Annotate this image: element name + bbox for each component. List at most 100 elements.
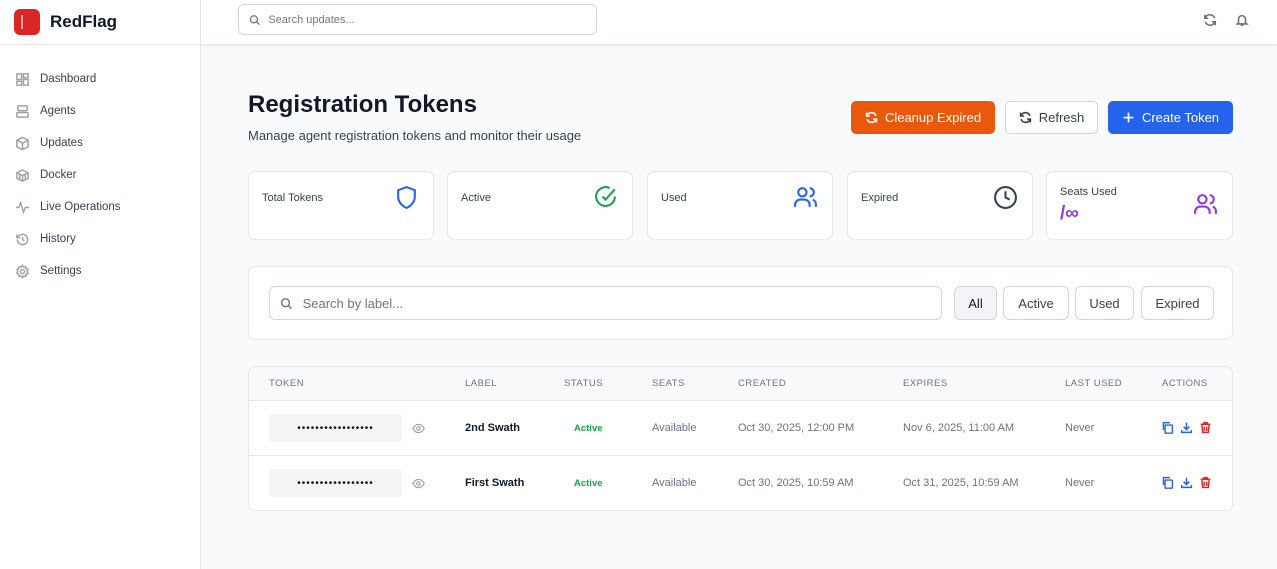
token-value: •••••••••••••••••	[269, 469, 402, 497]
last-used: Never	[1065, 477, 1095, 489]
sidebar-item-history[interactable]: History	[0, 223, 200, 255]
create-token-button[interactable]: Create Token	[1108, 101, 1233, 134]
filter-panel: All Active Used Expired	[248, 266, 1233, 340]
page-title: Registration Tokens	[248, 91, 477, 118]
column-header: ACTIONS	[1162, 378, 1208, 389]
topbar	[201, 0, 1277, 45]
token-label: First Swath	[465, 477, 525, 489]
download-icon[interactable]	[1180, 421, 1193, 434]
table-row: ••••••••••••••••• 2nd Swath Active Avail…	[249, 401, 1232, 456]
sidebar-item-label: Settings	[40, 265, 82, 277]
stat-label: Expired	[861, 192, 899, 204]
sidebar: RedFlag Dashboard Agents Updates Docker …	[0, 0, 201, 569]
shield-icon	[397, 185, 416, 210]
stat-label: Used	[661, 192, 687, 204]
package-icon	[16, 136, 29, 150]
search-label-input[interactable]	[302, 295, 941, 311]
stat-value: /∞	[1060, 203, 1079, 224]
button-label: Cleanup Expired	[884, 110, 982, 125]
refresh-icon[interactable]	[1203, 13, 1217, 27]
filter-used[interactable]: Used	[1075, 286, 1134, 320]
search-updates-input[interactable]	[268, 13, 596, 26]
created-date: Oct 30, 2025, 10:59 AM	[738, 477, 854, 489]
column-header: EXPIRES	[903, 378, 948, 389]
table-row: ••••••••••••••••• First Swath Active Ava…	[249, 456, 1232, 510]
filter-all[interactable]: All	[954, 286, 997, 320]
stat-used: Used	[647, 171, 833, 240]
created-date: Oct 30, 2025, 12:00 PM	[738, 422, 855, 434]
sidebar-item-agents[interactable]: Agents	[0, 95, 200, 127]
users-icon	[794, 187, 817, 207]
sidebar-item-label: Docker	[40, 169, 77, 181]
seats: Available	[652, 477, 697, 489]
last-used: Never	[1065, 422, 1095, 434]
cleanup-expired-button[interactable]: Cleanup Expired	[851, 101, 995, 134]
bell-icon[interactable]	[1235, 13, 1249, 27]
column-header: LAST USED	[1065, 378, 1123, 389]
users-icon	[1194, 194, 1217, 214]
search-icon	[280, 297, 292, 309]
expires-date: Oct 31, 2025, 10:59 AM	[903, 477, 1019, 489]
copy-icon[interactable]	[1161, 421, 1174, 434]
refresh-icon	[865, 111, 878, 124]
eye-icon[interactable]	[412, 422, 425, 435]
trash-icon[interactable]	[1199, 421, 1212, 434]
sidebar-item-label: History	[40, 233, 76, 245]
column-header: CREATED	[738, 378, 787, 389]
refresh-icon	[1019, 111, 1031, 124]
search-icon	[249, 14, 260, 25]
status-badge: Active	[574, 423, 603, 434]
token-label: 2nd Swath	[465, 422, 521, 434]
button-label: Refresh	[1038, 110, 1085, 125]
sidebar-item-label: Agents	[40, 105, 76, 117]
sidebar-item-label: Updates	[40, 137, 83, 149]
expires-date: Nov 6, 2025, 11:00 AM	[903, 422, 1015, 434]
plus-icon	[1123, 112, 1134, 123]
container-icon	[16, 168, 29, 182]
gear-icon	[15, 263, 30, 279]
filter-active[interactable]: Active	[1003, 286, 1069, 320]
column-header: STATUS	[564, 378, 604, 389]
grid-icon	[16, 72, 29, 86]
copy-icon[interactable]	[1161, 476, 1174, 489]
tokens-table: TOKEN LABEL STATUS SEATS CREATED EXPIRES…	[248, 366, 1233, 511]
refresh-button[interactable]: Refresh	[1005, 101, 1098, 134]
download-icon[interactable]	[1180, 476, 1193, 489]
sidebar-item-settings[interactable]: Settings	[0, 255, 200, 287]
stat-active: Active	[447, 171, 633, 240]
brand[interactable]: RedFlag	[0, 0, 200, 45]
status-badge: Active	[574, 478, 603, 489]
sidebar-item-label: Dashboard	[40, 73, 97, 85]
sidebar-item-updates[interactable]: Updates	[0, 127, 200, 159]
sidebar-item-dashboard[interactable]: Dashboard	[0, 63, 200, 95]
clock-icon	[994, 186, 1017, 209]
stat-seats-used: Seats Used /∞	[1046, 171, 1233, 240]
app-name: RedFlag	[50, 12, 118, 31]
table-header: TOKEN LABEL STATUS SEATS CREATED EXPIRES…	[249, 367, 1232, 401]
sidebar-item-label: Live Operations	[40, 201, 121, 213]
page-subtitle: Manage agent registration tokens and mon…	[248, 128, 582, 143]
button-label: Create Token	[1141, 110, 1220, 125]
sidebar-item-live-operations[interactable]: Live Operations	[0, 191, 200, 223]
filter-expired[interactable]: Expired	[1141, 286, 1214, 320]
sidebar-item-docker[interactable]: Docker	[0, 159, 200, 191]
column-header: SEATS	[652, 378, 685, 389]
trash-icon[interactable]	[1199, 476, 1212, 489]
column-header: TOKEN	[269, 378, 305, 389]
update-search[interactable]	[238, 4, 597, 35]
token-value: •••••••••••••••••	[269, 414, 402, 442]
eye-icon[interactable]	[412, 477, 425, 490]
stat-label: Seats Used	[1060, 186, 1117, 198]
column-header: LABEL	[465, 378, 498, 389]
check-circle-icon	[595, 186, 616, 207]
stat-label: Total Tokens	[262, 192, 323, 204]
stat-label: Active	[461, 192, 491, 204]
server-icon	[16, 104, 29, 118]
stat-expired: Expired	[847, 171, 1033, 240]
redflag-logo	[14, 9, 40, 35]
stat-total-tokens: Total Tokens	[248, 171, 434, 240]
history-icon	[16, 233, 29, 245]
activity-icon	[15, 200, 30, 214]
label-search[interactable]	[269, 286, 942, 320]
seats: Available	[652, 422, 697, 434]
